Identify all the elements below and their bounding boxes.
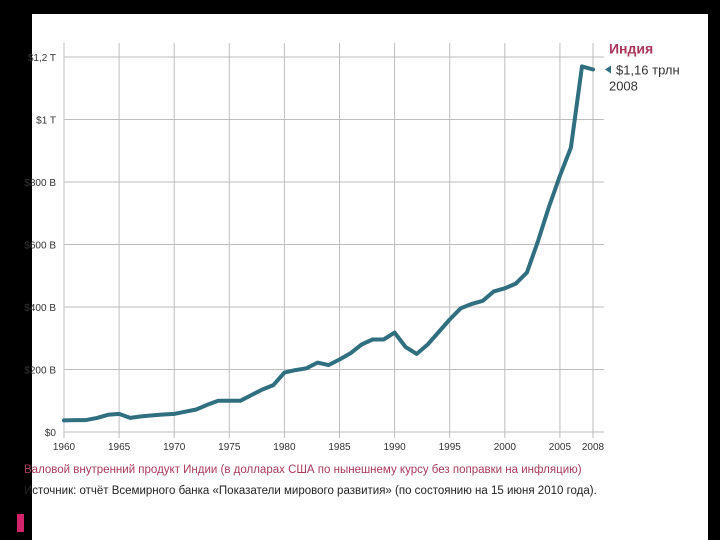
data-point-1992 (415, 352, 418, 355)
y-tick-label: $0 (45, 428, 57, 439)
y-tick-label: $800 B (24, 178, 56, 189)
y-tick-label: $1 T (36, 116, 56, 127)
y-tick-labels: $0 $200 B $400 B $600 B $800 B $1 T $1,2 T (24, 53, 56, 439)
data-point-1984 (327, 364, 330, 367)
y-tick-label: $400 B (24, 303, 56, 314)
data-point-1976 (239, 399, 242, 402)
endpoint-annotation: Индия $1,16 трлн 2008 (604, 41, 680, 94)
x-tick-label: 2000 (494, 442, 517, 453)
data-point-1989 (382, 338, 385, 341)
data-point-1968 (151, 414, 154, 417)
data-point-1991 (404, 346, 407, 349)
data-point-1974 (217, 399, 220, 402)
data-point-1967 (140, 415, 143, 418)
x-tick-label: 1970 (163, 442, 186, 453)
y-tick-label: $200 B (24, 366, 56, 377)
data-point-1964 (107, 413, 110, 416)
annotation-title: Индия (609, 41, 653, 57)
chart-caption-source: Источник: отчёт Всемирного банка «Показа… (24, 485, 597, 497)
data-point-2000 (503, 287, 506, 290)
data-point-1966 (129, 416, 132, 419)
data-point-1993 (426, 343, 429, 346)
data-point-1994 (437, 331, 440, 334)
annotation-year: 2008 (609, 79, 638, 94)
data-point-1979 (272, 384, 275, 387)
series-line-india-gdp (62, 64, 595, 423)
data-point-1963 (96, 416, 99, 419)
data-point-1973 (206, 403, 209, 406)
data-point-1996 (459, 307, 462, 310)
data-point-1972 (195, 408, 198, 411)
data-point-1960 (63, 419, 66, 422)
x-tick-label: 1985 (328, 442, 351, 453)
x-tick-label: 2008 (582, 442, 605, 453)
y-gridlines (64, 56, 604, 433)
data-point-1999 (492, 290, 495, 293)
y-tick-label: $600 B (24, 241, 56, 252)
data-point-1975 (228, 399, 231, 402)
slide-accent-bar (17, 514, 24, 532)
data-point-1997 (470, 302, 473, 305)
data-point-2001 (514, 282, 517, 285)
data-point-2005 (558, 174, 561, 177)
data-point-2007 (580, 65, 583, 68)
data-point-2008 (591, 68, 594, 71)
data-point-1971 (184, 410, 187, 413)
chart-caption-title: Валовой внутренний продукт Индии (в долл… (24, 464, 582, 476)
annotation-value: $1,16 трлн (616, 63, 680, 78)
x-tick-label: 1960 (53, 442, 76, 453)
x-tick-label: 2005 (549, 442, 572, 453)
x-gridlines (63, 43, 594, 438)
x-tick-label: 1975 (218, 442, 241, 453)
data-point-1986 (349, 352, 352, 355)
data-point-1988 (371, 338, 374, 341)
data-point-2002 (525, 271, 528, 274)
annotation-pointer-icon (604, 65, 611, 74)
data-point-1970 (173, 412, 176, 415)
data-point-1965 (118, 412, 121, 415)
series-points (63, 65, 595, 422)
data-point-1977 (250, 394, 253, 397)
data-point-1995 (448, 318, 451, 321)
data-point-2003 (536, 240, 539, 243)
slide-bottom-strip (32, 512, 708, 540)
y-tick-label: $1,2 T (28, 53, 56, 64)
slide-background (32, 14, 708, 512)
data-point-1998 (481, 299, 484, 302)
data-point-1980 (283, 371, 286, 374)
data-point-1981 (294, 369, 297, 372)
data-point-1987 (360, 343, 363, 346)
x-tick-label: 1995 (439, 442, 462, 453)
data-point-1982 (305, 367, 308, 370)
data-point-1961 (74, 419, 77, 422)
data-point-1978 (261, 388, 264, 391)
x-tick-label: 1965 (108, 442, 131, 453)
data-point-2004 (547, 206, 550, 209)
x-tick-label: 1990 (383, 442, 406, 453)
data-point-1990 (393, 331, 396, 334)
x-tick-label: 1980 (273, 442, 296, 453)
data-point-2006 (569, 146, 572, 149)
data-point-1985 (338, 358, 341, 361)
x-tick-labels: 1960 1965 1970 1975 1980 1985 1990 1995 2000 2005… (53, 442, 605, 453)
data-point-1962 (85, 419, 88, 422)
data-point-1969 (162, 413, 165, 416)
data-point-1983 (316, 361, 319, 364)
